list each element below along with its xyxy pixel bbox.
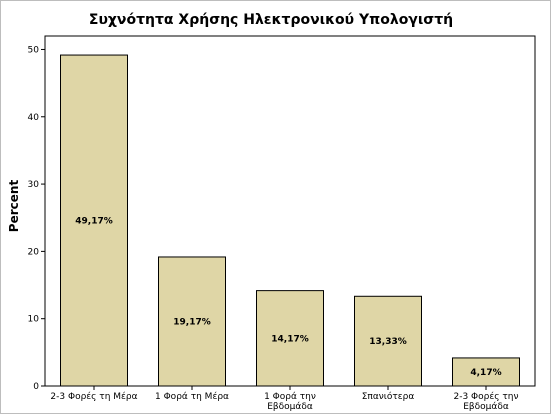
bar [256, 290, 324, 387]
data-label: 19,17% [173, 317, 211, 327]
y-tick-label: 40 [28, 113, 40, 123]
x-tick-label: Εβδομάδα [267, 402, 313, 412]
bar [60, 54, 128, 387]
x-tick-label: 2-3 Φορές την [453, 391, 518, 402]
x-tick-label: Σπανιότερα [362, 391, 415, 402]
data-label: 49,17% [75, 217, 113, 227]
x-tick-label: Εβδομάδα [463, 402, 509, 412]
y-tick-label: 0 [33, 382, 39, 392]
data-label: 13,33% [369, 337, 407, 347]
data-label: 4,17% [470, 368, 501, 378]
y-tick-label: 20 [28, 247, 40, 257]
plot-area: 0 10 20 30 40 50 49,17% 2-3 Φορές τη Μέρα 19,17%… [28, 35, 536, 412]
y-tick-label: 10 [28, 315, 40, 325]
bar [158, 256, 226, 387]
chart-title: Συχνότητα Χρήσης Ηλεκτρονικού Υπολογιστή [89, 12, 453, 28]
y-axis-label: Percent [7, 180, 21, 233]
bar [452, 357, 520, 387]
x-tick-label: 1 Φορά τη Μέρα [155, 391, 229, 402]
x-tick-label: 2-3 Φορές τη Μέρα [50, 391, 137, 402]
data-label: 14,17% [271, 334, 309, 344]
y-tick-label: 30 [28, 180, 40, 190]
x-tick-label: 1 Φορά την [264, 392, 316, 402]
y-tick-label: 50 [28, 45, 40, 55]
